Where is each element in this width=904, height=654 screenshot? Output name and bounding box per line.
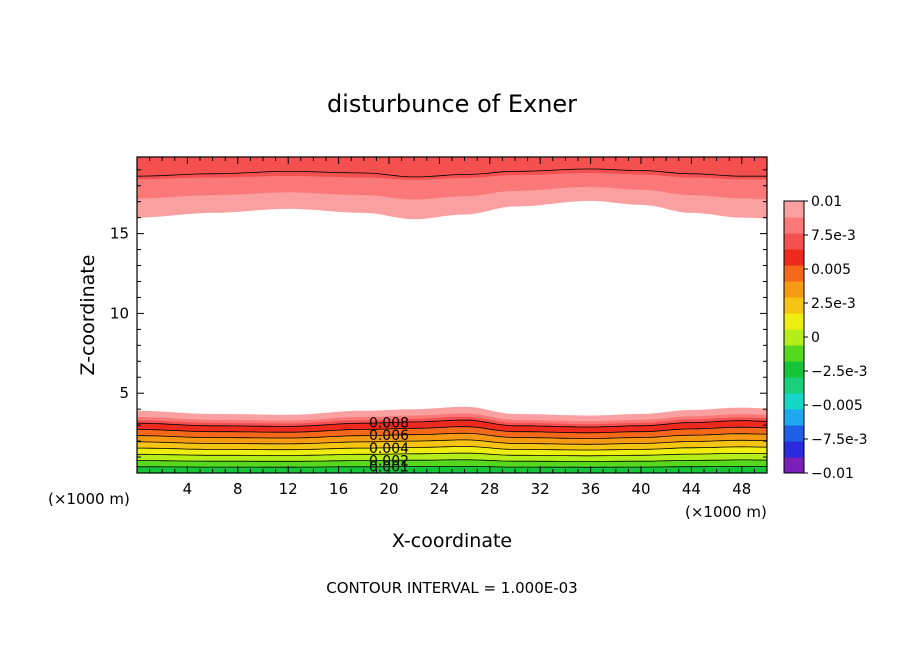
contour-line xyxy=(137,466,767,468)
colorbar-label: 7.5e-3 xyxy=(811,228,856,244)
y-tick-label: 15 xyxy=(110,225,129,243)
x-tick-label: 32 xyxy=(531,480,550,498)
colorbar-labels: 0.01 7.5e-3 0.005 2.5e-3 0 −2.5e-3 −0.005 −7.5e… xyxy=(811,194,868,482)
colorbar-swatch xyxy=(784,361,804,378)
colorbar-swatch xyxy=(784,393,804,410)
x-tick-label: 36 xyxy=(581,480,600,498)
colorbar xyxy=(783,200,808,474)
colorbar-swatch xyxy=(784,441,804,458)
colorbar-label: −7.5e-3 xyxy=(811,432,868,448)
y-tick-label: 5 xyxy=(119,384,129,402)
y-axis-label: Z-coordinate xyxy=(77,255,99,376)
colorbar-swatch xyxy=(784,345,804,362)
contour-label: 0.008 xyxy=(369,416,409,432)
plot-area xyxy=(136,157,768,473)
axis-ticks xyxy=(137,157,767,473)
x-tick-labels: 4 8 12 16 20 24 28 32 36 40 44 48 xyxy=(183,480,752,498)
colorbar-swatch xyxy=(784,201,804,218)
colorbar-swatch xyxy=(784,217,804,234)
x-tick-label: 28 xyxy=(480,480,499,498)
colorbar-label: −0.005 xyxy=(811,398,863,414)
colorbar-swatch xyxy=(784,313,804,330)
contour-label: 0.006 xyxy=(369,428,409,444)
contour-line xyxy=(136,426,768,434)
colorbar-label: 0.005 xyxy=(811,262,851,278)
y-tick-labels: 5 10 15 xyxy=(110,225,129,403)
colorbar-swatch xyxy=(784,409,804,426)
x-tick-label: 40 xyxy=(631,480,650,498)
colorbar-swatch xyxy=(784,377,804,394)
contour-line xyxy=(137,432,768,439)
colorbar-label: −2.5e-3 xyxy=(811,364,868,380)
y-tick-label: 10 xyxy=(110,304,129,322)
colorbar-swatch xyxy=(784,329,804,346)
contour-label: 0.001 xyxy=(369,460,409,476)
chart-title: disturbunce of Exner xyxy=(327,90,577,118)
contour-line xyxy=(137,446,767,451)
colorbar-swatch xyxy=(784,249,804,266)
colorbar-swatch xyxy=(784,425,804,442)
x-tick-label: 16 xyxy=(329,480,348,498)
x-axis-label: X-coordinate xyxy=(392,530,512,552)
contour-interval-note: CONTOUR INTERVAL = 1.000E-03 xyxy=(326,579,577,597)
colorbar-label: 0.01 xyxy=(811,194,842,210)
x-tick-label: 4 xyxy=(183,480,193,498)
colorbar-swatch xyxy=(784,233,804,250)
colorbar-swatch xyxy=(784,265,804,282)
contour-fill-band xyxy=(137,157,767,180)
colorbar-label: 2.5e-3 xyxy=(811,296,856,312)
contour-line xyxy=(137,439,768,445)
colorbar-swatch xyxy=(784,457,804,474)
x-tick-label: 24 xyxy=(430,480,449,498)
x-tick-label: 44 xyxy=(682,480,701,498)
x-unit-label-left: (×1000 m) xyxy=(48,490,130,508)
y-unit-label-right: (×1000 m) xyxy=(685,503,767,521)
colorbar-label: 0 xyxy=(811,330,820,346)
x-tick-label: 8 xyxy=(233,480,243,498)
contour-line xyxy=(137,419,768,428)
contour-line xyxy=(137,459,768,462)
x-tick-label: 12 xyxy=(279,480,298,498)
x-tick-label: 48 xyxy=(732,480,751,498)
colorbar-label: −0.01 xyxy=(811,466,854,482)
x-tick-label: 20 xyxy=(379,480,398,498)
contour-line xyxy=(136,168,767,178)
contour-label: 0.004 xyxy=(369,441,409,457)
contour-line xyxy=(137,452,767,457)
colorbar-swatch xyxy=(784,297,804,314)
contour-label: 0.002 xyxy=(369,453,409,469)
colorbar-swatch xyxy=(784,281,804,298)
